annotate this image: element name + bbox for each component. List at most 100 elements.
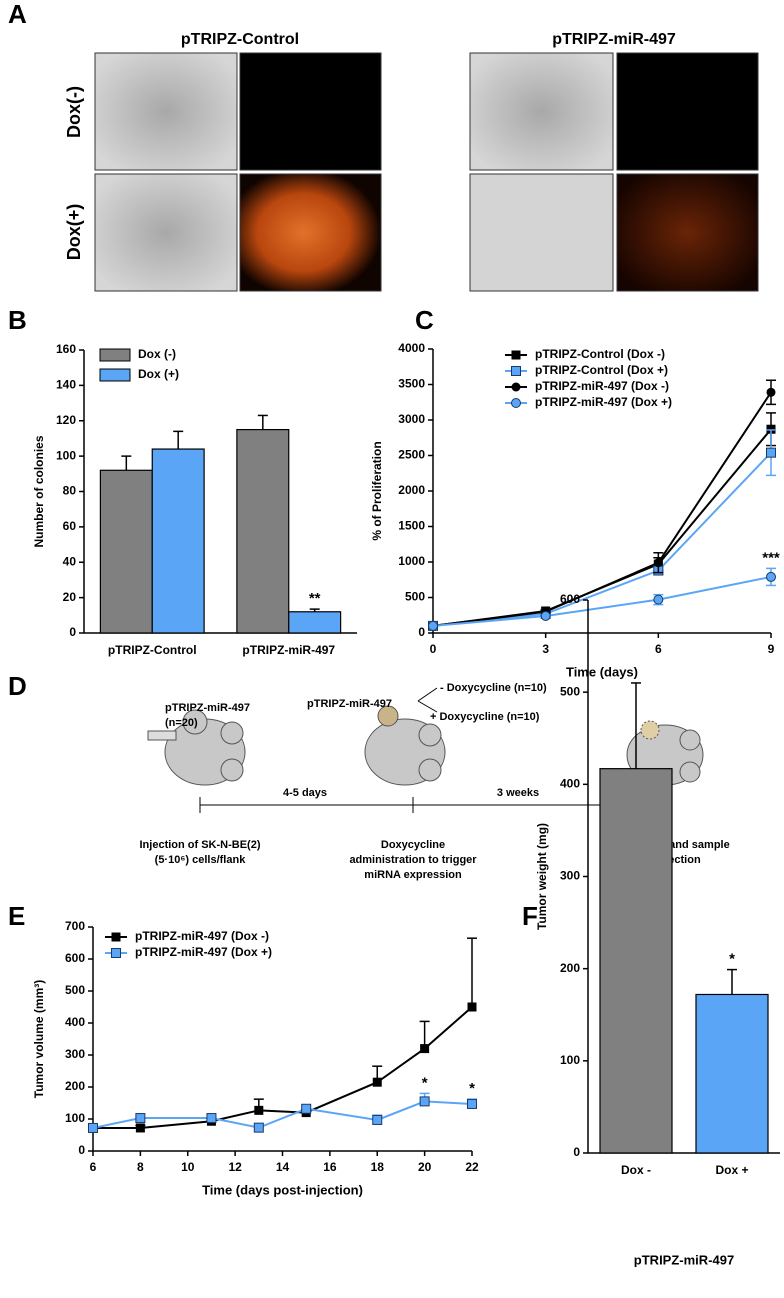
y-tick-label: 120 <box>56 413 76 427</box>
bar <box>288 611 342 634</box>
x-axis-label: pTRIPZ-miR-497 <box>634 1252 734 1267</box>
y-tick-label: 80 <box>63 484 77 498</box>
marker <box>135 1123 145 1133</box>
y-tick-label: 400 <box>560 777 580 791</box>
series-line <box>432 428 772 627</box>
y-tick-label: 140 <box>56 378 76 392</box>
y-tick-label: 4000 <box>398 341 425 355</box>
y-tick-label: 160 <box>56 342 76 356</box>
label: (5·10⁶) cells/flank <box>155 854 247 866</box>
label: pTRIPZ-miR-497 <box>165 702 250 714</box>
marker <box>653 594 664 605</box>
y-tick-label: 3500 <box>398 377 425 391</box>
label: 4-5 days <box>283 787 327 799</box>
y-tick-label: 20 <box>63 590 77 604</box>
legend-marker <box>511 382 521 392</box>
legend-label: pTRIPZ-miR-497 (Dox -) <box>535 379 669 393</box>
y-tick-label: 0 <box>418 625 425 639</box>
legend-label: pTRIPZ-Control (Dox +) <box>535 363 668 377</box>
x-tick-label: pTRIPZ-Control <box>108 643 197 657</box>
y-tick-label: 100 <box>65 1111 85 1125</box>
y-tick-label: 0 <box>78 1143 85 1157</box>
y-tick-label: 500 <box>65 983 85 997</box>
x-axis-label: Time (days) <box>566 664 638 679</box>
micrographs <box>94 52 759 292</box>
y-tick-label: 500 <box>560 684 580 698</box>
y-tick-label: 2500 <box>398 448 425 462</box>
legend-label: pTRIPZ-miR-497 (Dox +) <box>535 395 672 409</box>
y-tick-label: 100 <box>56 448 76 462</box>
series-line <box>92 1100 473 1129</box>
y-tick-label: 2000 <box>398 483 425 497</box>
label: administration to trigger <box>349 854 477 866</box>
marker <box>372 1077 382 1087</box>
bar <box>151 448 205 634</box>
y-axis-label: % of Proliferation <box>370 441 384 540</box>
x-tick-label: 0 <box>430 642 437 656</box>
marker <box>428 620 438 631</box>
marker <box>766 571 776 582</box>
marker <box>88 1122 98 1133</box>
y-tick-label: 200 <box>560 961 580 975</box>
legend-label: Dox (-) <box>138 347 176 361</box>
annotation: * <box>422 1074 428 1091</box>
x-tick-label: 14 <box>276 1160 290 1174</box>
series-line <box>432 451 772 627</box>
label: Doxycycline <box>381 839 445 851</box>
legend-marker <box>511 350 521 360</box>
x-tick-label: 8 <box>137 1160 144 1174</box>
y-tick-label: 40 <box>63 554 77 568</box>
marker <box>301 1103 312 1114</box>
row-title: Dox(+) <box>64 204 84 261</box>
bar <box>599 768 673 1154</box>
phase-image <box>94 52 238 171</box>
bar <box>99 469 153 634</box>
x-tick-label: 9 <box>768 642 775 656</box>
legend-label: pTRIPZ-miR-497 (Dox +) <box>135 945 272 959</box>
y-axis-label: Tumor weight (mg) <box>535 823 549 930</box>
legend-label: Dox (+) <box>138 367 179 381</box>
marker <box>420 1044 430 1054</box>
y-tick-label: 1500 <box>398 519 425 533</box>
marker <box>467 1002 477 1012</box>
x-tick-label: 6 <box>655 642 662 656</box>
marker <box>135 1113 146 1124</box>
x-tick-label: pTRIPZ-miR-497 <box>242 643 335 657</box>
x-tick-label: 3 <box>542 642 549 656</box>
x-tick-label: 22 <box>465 1160 479 1174</box>
fluorescence-image <box>239 173 382 292</box>
x-tick-label: Dox - <box>621 1163 651 1177</box>
row-title: Dox(-) <box>64 86 84 138</box>
y-tick-label: 1000 <box>398 554 425 568</box>
marker <box>467 1098 477 1109</box>
y-tick-label: 0 <box>573 1145 580 1159</box>
legend-swatch <box>99 368 131 382</box>
legend-marker <box>111 948 121 958</box>
fluorescence-image <box>616 173 759 292</box>
legend-swatch <box>99 348 131 362</box>
phase-image <box>469 52 614 171</box>
legend-label: pTRIPZ-Control (Dox -) <box>535 347 665 361</box>
x-tick-label: Dox + <box>715 1163 748 1177</box>
y-axis-label: Number of colonies <box>32 435 46 547</box>
panel-label: A <box>8 0 27 29</box>
x-tick-label: 12 <box>228 1160 242 1174</box>
marker <box>372 1114 383 1125</box>
label: 3 weeks <box>497 787 539 799</box>
panel-label: E <box>8 901 25 931</box>
fluorescence-image <box>616 52 759 171</box>
panel-label: D <box>8 671 27 701</box>
y-tick-label: 0 <box>69 625 76 639</box>
legend-marker <box>111 932 121 942</box>
label: + Doxycycline (n=10) <box>430 711 540 723</box>
x-tick-label: 16 <box>323 1160 337 1174</box>
label: Injection of SK-N-BE(2) <box>140 839 261 851</box>
label: miRNA expression <box>364 869 462 881</box>
legend-marker <box>511 366 521 376</box>
fluorescence-image <box>239 52 382 171</box>
series-line <box>93 1006 473 1129</box>
marker <box>540 610 551 621</box>
x-tick-label: 20 <box>418 1160 432 1174</box>
legend-marker <box>511 398 521 408</box>
